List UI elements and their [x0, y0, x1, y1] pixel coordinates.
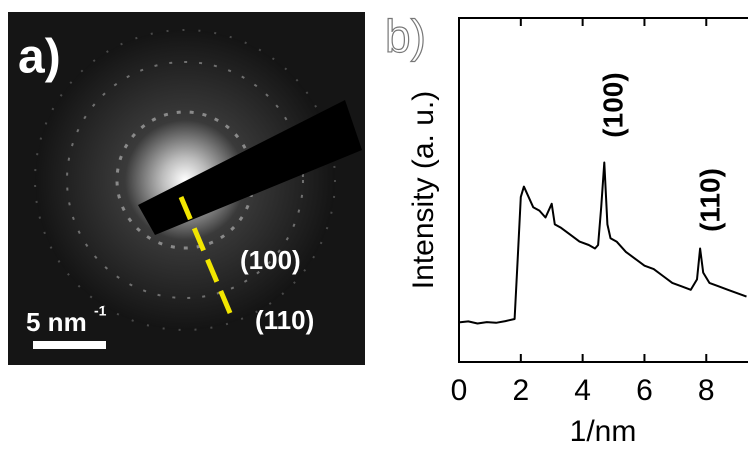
x-axis-label: 1/nm: [570, 415, 637, 448]
panel-label: a): [18, 31, 61, 84]
diffraction-image: a) (100) (110) 5 nm -1: [8, 12, 365, 365]
scale-bar: [33, 341, 106, 349]
scale-bar-superscript: -1: [94, 303, 107, 319]
scale-bar-text: 5 nm: [26, 307, 87, 337]
x-tick-label: 0: [451, 374, 468, 407]
x-tick-label: 6: [636, 374, 653, 407]
ring: [66, 61, 304, 299]
image-glow: [35, 30, 335, 330]
data-line: [458, 161, 747, 325]
profile-line: [178, 196, 236, 321]
plot-frame: [458, 17, 748, 363]
peak-label: (110): [694, 168, 725, 232]
chart: b) Intensity (a. u.) 1/nm 0 2 4 6 8 (100) (110…: [384, 10, 748, 448]
y-axis-label: Intensity (a. u.): [407, 91, 440, 289]
ring-label: (110): [255, 305, 314, 335]
ring: [34, 29, 336, 331]
x-tick-label: 2: [512, 374, 529, 407]
ring-label: (100): [240, 245, 301, 275]
panel-label: b): [385, 10, 426, 62]
x-tick-label: 8: [698, 374, 715, 407]
beam-stop: [138, 100, 362, 235]
x-tick-label: 4: [574, 374, 591, 407]
peak-label: (100): [597, 72, 628, 137]
